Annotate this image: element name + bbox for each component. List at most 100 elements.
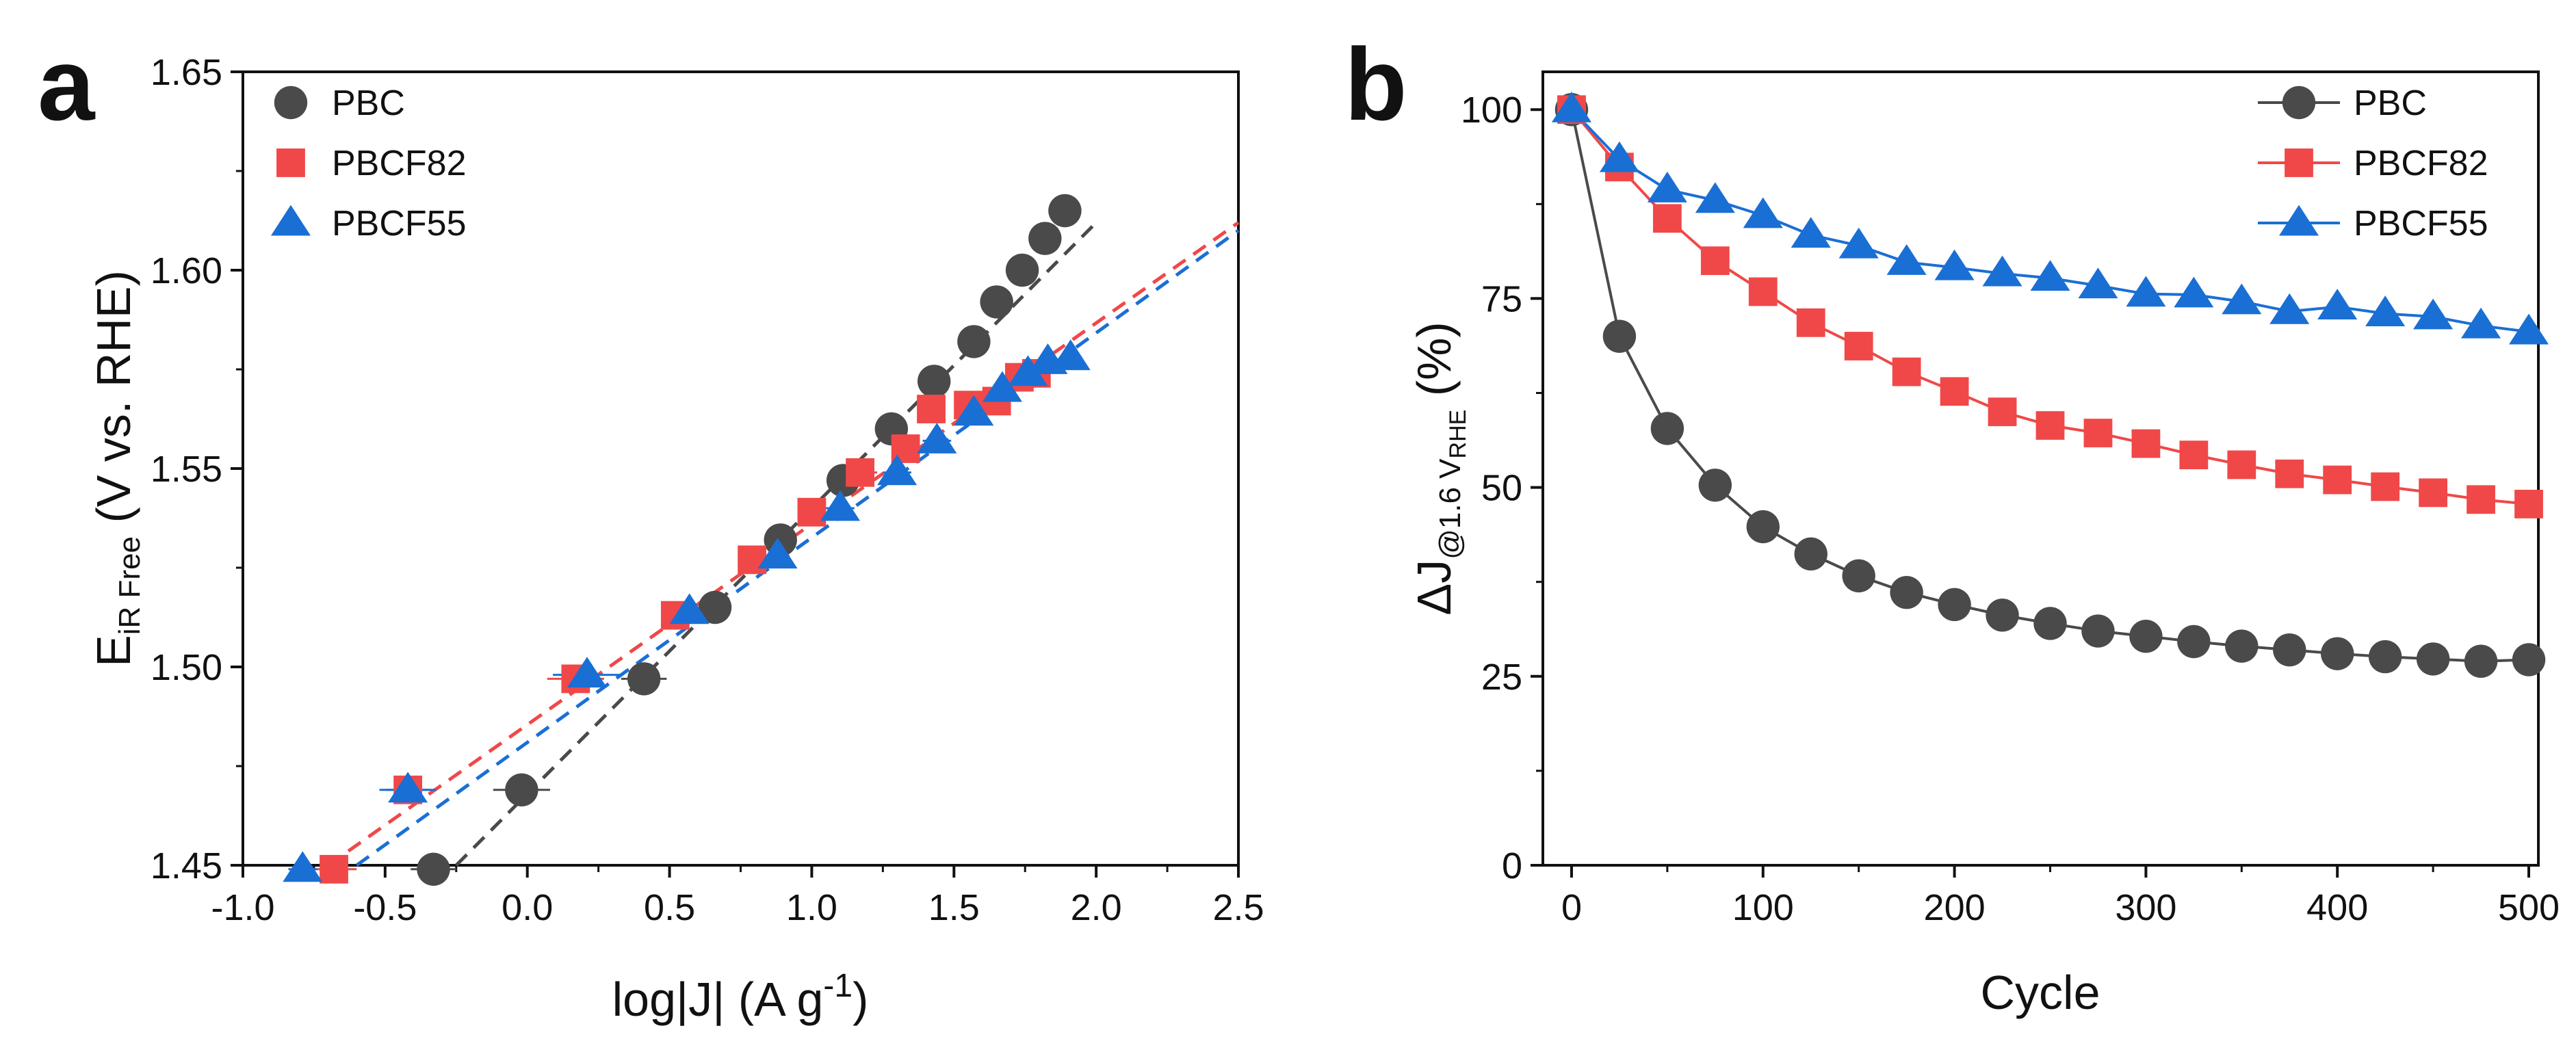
panel-a-plot-frame bbox=[242, 70, 1240, 867]
x-tick-label: 2.5 bbox=[1212, 887, 1264, 928]
point-pbcf55 bbox=[1551, 91, 1592, 122]
point-pbc bbox=[505, 773, 538, 807]
point-pbcf55 bbox=[917, 423, 957, 453]
point-pbc bbox=[2177, 624, 2211, 659]
legend-marker-pbcf55 bbox=[2278, 205, 2319, 236]
point-pbcf82 bbox=[797, 497, 827, 527]
point-pbcf55 bbox=[1647, 171, 1687, 202]
legend-label-pbcf82: PBCF82 bbox=[332, 144, 467, 183]
point-pbcf55 bbox=[1743, 197, 1783, 228]
point-pbcf82 bbox=[2179, 440, 2209, 470]
legend-label-pbc: PBC bbox=[332, 83, 405, 123]
x-tick-label: 0.0 bbox=[502, 887, 553, 928]
point-pbc bbox=[2129, 620, 2163, 653]
point-pbcf55 bbox=[2269, 293, 2310, 324]
point-pbc bbox=[1986, 599, 2019, 632]
point-pbc bbox=[1746, 510, 1780, 544]
x-tick-label: 0 bbox=[1561, 887, 1582, 928]
point-pbc bbox=[980, 285, 1013, 319]
point-pbc bbox=[417, 852, 450, 886]
panel-b-letter: b bbox=[1344, 27, 1407, 142]
point-pbc bbox=[1698, 469, 1732, 502]
point-pbcf82 bbox=[1988, 397, 2017, 427]
point-pbcf55 bbox=[669, 593, 710, 624]
panel-a-legend: PBC PBCF82 PBCF55 bbox=[270, 83, 467, 244]
panel-a-error-bars bbox=[288, 209, 1082, 871]
point-pbcf55 bbox=[2078, 267, 2118, 299]
point-pbcf55 bbox=[1050, 339, 1091, 371]
point-pbc bbox=[1650, 412, 1684, 445]
point-pbcf82 bbox=[2371, 472, 2400, 501]
point-pbcf55 bbox=[1791, 217, 1831, 248]
point-pbcf55 bbox=[1838, 227, 1879, 259]
y-tick-label: 1.55 bbox=[151, 449, 222, 490]
point-pbc bbox=[1890, 575, 1923, 609]
x-tick-label: 500 bbox=[2498, 887, 2560, 928]
x-tick-label: -0.5 bbox=[353, 887, 417, 928]
panel-b-markers bbox=[1551, 91, 2549, 678]
x-tick-label: 1.0 bbox=[786, 887, 837, 928]
point-pbcf82 bbox=[2227, 450, 2256, 479]
point-pbcf82 bbox=[1844, 332, 1873, 360]
point-pbcf55 bbox=[2413, 298, 2454, 330]
y-tick-label: 1.50 bbox=[151, 647, 222, 688]
point-pbcf55 bbox=[2126, 276, 2166, 307]
point-pbc bbox=[2512, 643, 2546, 676]
point-pbc bbox=[2081, 614, 2115, 648]
legend-marker-pbc bbox=[2282, 86, 2316, 120]
x-tick-label: 300 bbox=[2115, 887, 2176, 928]
point-pbcf55 bbox=[2365, 295, 2406, 327]
y-tick-label: 100 bbox=[1461, 90, 1522, 131]
x-tick-label: 400 bbox=[2306, 887, 2368, 928]
point-pbcf82 bbox=[1700, 246, 1730, 276]
point-pbcf55 bbox=[2508, 313, 2549, 345]
legend-marker-pbc bbox=[274, 86, 308, 120]
point-pbcf82 bbox=[1796, 308, 1825, 337]
point-pbc bbox=[2225, 629, 2259, 663]
y-tick-label: 25 bbox=[1481, 657, 1522, 698]
point-pbcf55 bbox=[2317, 289, 2358, 320]
point-pbcf55 bbox=[1886, 244, 1927, 275]
point-pbc bbox=[2273, 633, 2306, 667]
y-tick-label: 50 bbox=[1481, 468, 1522, 509]
point-pbc bbox=[1602, 319, 1637, 353]
point-pbcf55 bbox=[1599, 141, 1639, 172]
y-tick-label: 0 bbox=[1502, 845, 1522, 886]
point-pbcf55 bbox=[1982, 255, 2022, 287]
point-pbcf55 bbox=[388, 772, 428, 803]
point-pbcf55 bbox=[2030, 260, 2070, 291]
panel-b-x-axis-title: Cycle bbox=[1980, 966, 2100, 1019]
point-pbcf82 bbox=[1748, 277, 1778, 306]
panel-a: a -1.0 -0.5 0.0 0.5 1.0 1.5 2.0 2.5 1.45 1.50 1.55… bbox=[38, 27, 1264, 1026]
panel-a-x-axis-title: log|J| (A g-1) bbox=[612, 968, 869, 1026]
fit-line-pbcf55 bbox=[355, 228, 1240, 867]
y-tick-label: 1.45 bbox=[151, 845, 222, 886]
x-tick-label: 100 bbox=[1732, 887, 1794, 928]
point-pbcf55 bbox=[1008, 355, 1048, 386]
point-pbcf82 bbox=[2467, 485, 2495, 514]
point-pbcf82 bbox=[2514, 490, 2543, 518]
point-pbcf82 bbox=[2323, 465, 2352, 495]
point-pbcf55 bbox=[2461, 307, 2501, 339]
x-tick-label: 1.5 bbox=[928, 887, 980, 928]
point-pbc bbox=[1794, 537, 1827, 571]
point-pbcf82 bbox=[2419, 478, 2448, 508]
panel-a-markers bbox=[283, 194, 1091, 886]
point-pbc bbox=[2321, 637, 2354, 670]
point-pbcf55 bbox=[954, 395, 994, 426]
point-pbcf55 bbox=[877, 454, 918, 486]
panel-a-ticks: -1.0 -0.5 0.0 0.5 1.0 1.5 2.0 2.5 1.45 1.50 1.55 1.… bbox=[151, 52, 1264, 928]
y-tick-label: 1.60 bbox=[151, 250, 222, 291]
panel-b-plot-frame bbox=[1541, 70, 2540, 867]
point-pbcf82 bbox=[1652, 204, 1682, 233]
point-pbc bbox=[1028, 222, 1062, 255]
point-pbc bbox=[1938, 588, 1971, 622]
point-pbc bbox=[2464, 644, 2498, 678]
point-pbcf82 bbox=[2035, 411, 2065, 440]
panel-a-letter: a bbox=[38, 27, 96, 142]
point-pbc bbox=[2416, 642, 2450, 676]
panel-b-legend: PBC PBCF82 PBCF55 bbox=[2258, 83, 2488, 244]
point-pbcf82 bbox=[738, 545, 767, 575]
legend-label-pbc: PBC bbox=[2354, 83, 2427, 123]
